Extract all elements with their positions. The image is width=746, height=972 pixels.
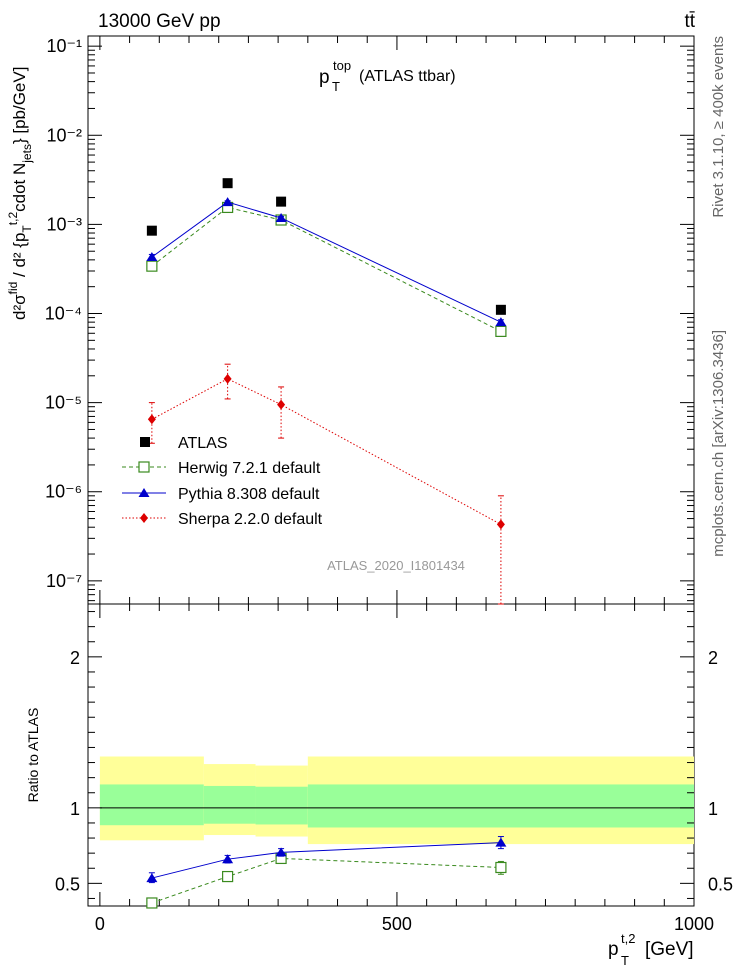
svg-text:[GeV]: [GeV] [645,939,694,960]
energy-label: 13000 GeV pp [98,11,221,32]
legend-sherpa: Sherpa 2.2.0 default [122,511,323,528]
ratio-y-tick-label-right: 1 [708,799,718,819]
data-point [146,897,158,909]
data-point [147,414,156,425]
ratio-bands [99,756,694,845]
data-point [275,847,287,857]
main-series [146,178,507,605]
y-tick-label: 10⁻⁵ [45,393,82,413]
stat-uncertainty-band [203,785,256,824]
y-tick-label: 10⁻⁶ [45,482,82,502]
x-tick-label: 1000 [674,914,714,934]
svg-text:T: T [332,79,340,94]
data-point [146,252,158,262]
ratio-y-tick-label: 1 [70,799,80,819]
analysis-watermark: ATLAS_2020_I1801434 [327,558,465,573]
ratio-series [146,836,507,909]
data-point [222,870,234,883]
legend-pythia: Pythia 8.308 default [122,486,320,503]
series-line [151,857,501,904]
ratio-y-axis-label: Ratio to ATLAS [25,708,41,803]
stat-uncertainty-band [99,784,204,826]
plot-title: p top T (ATLAS ttbar) [319,58,456,94]
y-tick-label: 10⁻³ [46,214,82,234]
data-point [275,212,287,222]
svg-text:p: p [319,67,330,88]
ratio-axis-ticks: 0.5 0.5 1 1 2 2 0 500 1000 [55,604,733,934]
data-point [495,837,507,847]
main-axis-ticks: 10⁻⁷ 10⁻⁶ 10⁻⁵ 10⁻⁴ 10⁻³ 10⁻² 10⁻¹ [45,36,695,604]
y-tick-label: 10⁻¹ [46,36,82,56]
stat-uncertainty-band [307,784,694,828]
data-point [496,519,505,530]
data-point [146,260,158,272]
ratio-y-tick-label-right: 0.5 [708,874,733,894]
y-tick-label: 10⁻⁷ [46,571,82,591]
series-line [151,201,502,323]
y-tick-label: 10⁻⁴ [45,304,82,324]
series-line [151,842,501,879]
data-point [277,399,286,410]
series-line [151,378,502,525]
data-point [495,861,507,874]
legend-label-sherpa: Sherpa 2.2.0 default [178,511,323,528]
y-tick-label: 10⁻² [46,125,82,145]
ratio-y-tick-label: 2 [70,648,80,668]
x-axis-label: p T t,2 [GeV] [608,931,694,968]
svg-text:d²σfid / d² {pTt,2cdot Njets}: d²σfid / d² {pTt,2cdot Njets} [pb/GeV] [6,67,34,320]
data-point [495,304,506,315]
ratio-panel-frame [87,603,695,907]
svg-text:p: p [608,939,619,960]
data-point [223,373,232,384]
svg-text:t,2: t,2 [621,931,635,946]
svg-text:T: T [621,953,629,968]
data-point [222,197,234,207]
data-point [222,854,234,864]
legend: ATLAS Herwig 7.2.1 default Pythia 8.308 … [122,435,323,528]
legend-label-pythia: Pythia 8.308 default [178,486,320,503]
rivet-version-label: Rivet 3.1.10, ≥ 400k events [710,36,727,218]
data-point [495,317,507,327]
svg-text:(ATLAS ttbar): (ATLAS ttbar) [359,68,456,85]
series-line [151,206,502,332]
data-point [146,225,157,236]
data-point [276,196,287,207]
data-point [222,178,233,189]
legend-atlas: ATLAS [140,435,228,452]
x-tick-label: 500 [382,914,412,934]
x-tick-label: 0 [95,914,105,934]
ratio-y-tick-label-right: 2 [708,648,718,668]
mcplots-label: mcplots.cern.ch [arXiv:1306.3436] [710,330,727,557]
process-label: tt̄ [684,11,695,32]
ratio-y-tick-label: 0.5 [55,874,80,894]
stat-uncertainty-band [255,786,308,825]
legend-label-atlas: ATLAS [178,435,228,452]
main-y-axis-label: d²σfid / d² {pTt,2cdot Njets} [pb/GeV] [6,67,34,320]
data-point [495,325,507,337]
svg-text:top: top [333,58,351,73]
legend-label-herwig: Herwig 7.2.1 default [178,460,321,477]
data-point [146,873,158,883]
legend-herwig: Herwig 7.2.1 default [122,460,321,477]
